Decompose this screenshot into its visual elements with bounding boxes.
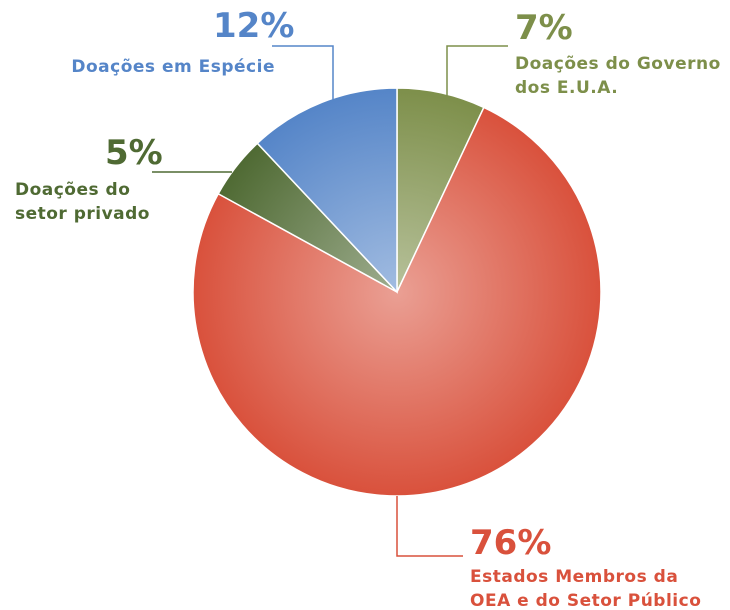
value-label: 12% [213, 6, 295, 46]
leader-line [396, 496, 463, 557]
leader-line [446, 45, 508, 96]
leader-line [272, 45, 334, 100]
category-label: Doações em Espécie [71, 57, 275, 77]
pie-slice [192, 106, 602, 497]
value-label: 5% [105, 133, 163, 173]
value-label: 7% [515, 8, 573, 48]
value-label: 76% [470, 523, 552, 563]
pie-slice [256, 87, 398, 294]
category-label: Estados Membros da OEA e do Setor Públic… [470, 567, 702, 610]
category-label: Doações do setor privado [14, 180, 150, 224]
category-label: Doações do Governo dos E.U.A. [515, 54, 721, 98]
